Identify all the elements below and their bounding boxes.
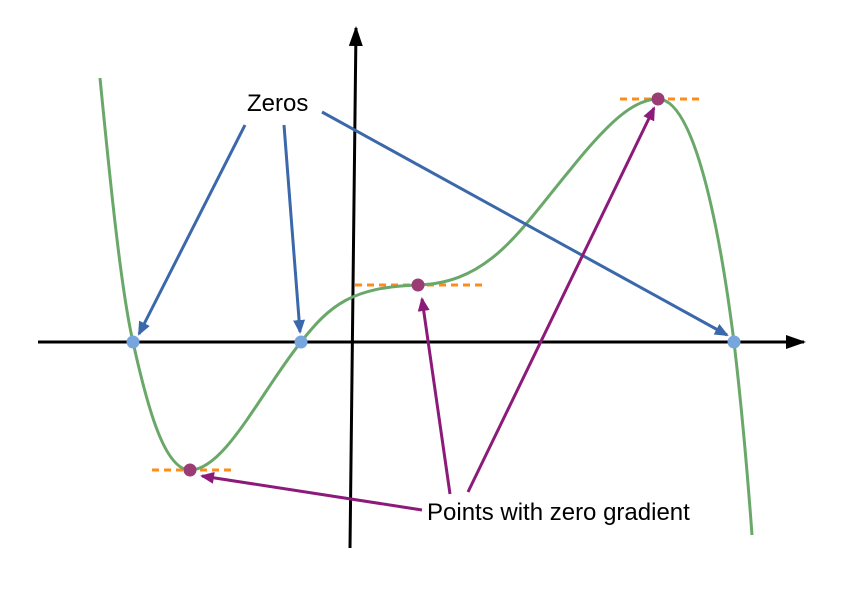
stationary-point-maximum — [651, 92, 665, 106]
stationary-arrows — [200, 106, 656, 512]
zero-point-2 — [294, 335, 308, 349]
stationary-points-label: Points with zero gradient — [427, 499, 690, 526]
zeros-label: Zeros — [247, 90, 308, 117]
y-axis — [348, 26, 363, 549]
zero-arrows — [137, 110, 729, 337]
polynomial-curve — [98, 77, 754, 536]
zero-points — [126, 335, 741, 349]
stationary-points — [183, 92, 665, 477]
zero-point-1 — [126, 335, 140, 349]
stationary-arrow-minimum — [200, 471, 423, 512]
zero-arrow-2 — [282, 124, 306, 334]
zero-point-3 — [727, 335, 741, 349]
stationary-point-inflection — [411, 278, 425, 292]
zero-arrow-1 — [137, 124, 247, 336]
stationary-arrow-inflection — [417, 297, 452, 495]
stationary-arrow-maximum — [466, 106, 656, 493]
stationary-point-minimum — [183, 463, 197, 477]
zero-arrow-3 — [321, 110, 729, 337]
